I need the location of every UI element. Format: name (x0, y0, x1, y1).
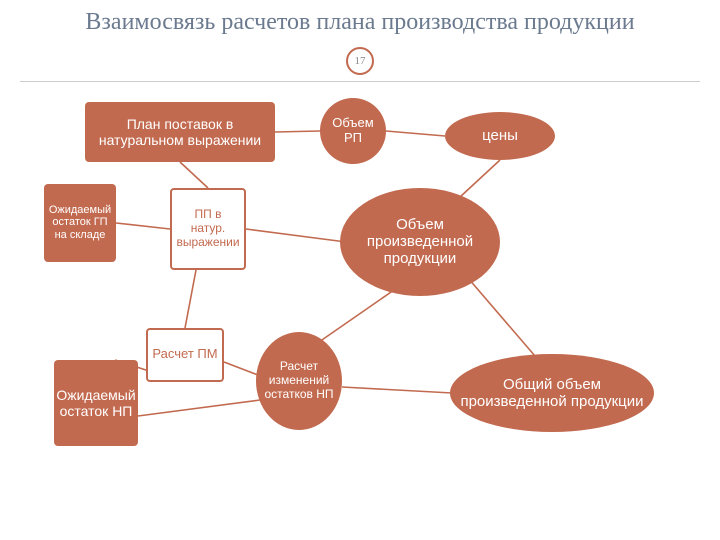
node-n2: Объем РП (320, 98, 386, 164)
diagram-canvas: План поставок в натуральном выражении Объ… (0, 82, 720, 522)
node-n4: Ожидаемый остаток ГП на складе (44, 184, 116, 262)
edge (460, 160, 500, 197)
edge (185, 270, 196, 328)
edge (224, 362, 258, 375)
node-n5: ПП в натур. выражении (170, 188, 246, 270)
edge (468, 278, 535, 356)
page-number: 17 (346, 47, 374, 75)
edge (342, 387, 452, 393)
node-n8: Ожидаемый остаток НП (54, 360, 138, 446)
edge (180, 162, 208, 188)
node-n10: Общий объем произведенной продукции (450, 354, 654, 432)
page-title: Взаимосвязь расчетов плана производства … (20, 8, 700, 37)
node-n7: Расчет ПМ (146, 328, 224, 382)
page-number-wrap: 17 (0, 47, 720, 75)
node-n1: План поставок в натуральном выражении (85, 102, 275, 162)
edge (116, 223, 170, 229)
edge (246, 229, 346, 242)
edge (275, 131, 320, 132)
node-n9: Расчет изменений остатков НП (256, 332, 342, 430)
node-n6: Объем произведенной продукции (340, 188, 500, 296)
edge (319, 290, 394, 342)
edge (138, 400, 260, 416)
edge (386, 131, 445, 136)
node-n3: цены (445, 112, 555, 160)
title-area: Взаимосвязь расчетов плана производства … (0, 0, 720, 41)
